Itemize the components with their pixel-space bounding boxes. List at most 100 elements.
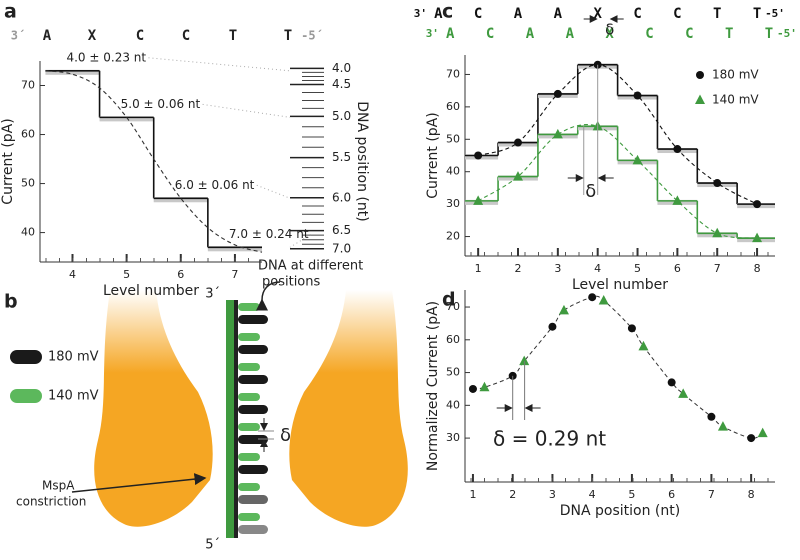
- x-tick-label: 6: [674, 262, 681, 275]
- panel-label: a: [4, 1, 17, 23]
- x-tick-label: 6: [177, 268, 184, 281]
- marker: [672, 195, 683, 205]
- fit-curve: [45, 70, 263, 253]
- constriction-label: constriction: [16, 495, 86, 509]
- y-tick-label: 60: [446, 100, 460, 113]
- sequence-letter: A: [446, 26, 455, 42]
- y-axis-label: Normalized Current (pA): [425, 301, 441, 471]
- sequence-letter: X: [605, 26, 614, 42]
- y2-tick-label: 4.0: [332, 61, 351, 75]
- dna-backbone: [226, 300, 234, 538]
- sequence-letter: X: [593, 6, 602, 22]
- marker: [588, 293, 597, 302]
- step-shade: [45, 69, 100, 75]
- y-tick-label: 30: [446, 197, 460, 210]
- legend-swatch: [10, 350, 42, 364]
- delta-label: δ: [585, 181, 596, 202]
- pore-diagram: [10, 281, 408, 538]
- sequence-letter: T: [229, 28, 237, 44]
- sequence-letter: -5': [765, 7, 785, 20]
- sequence-letter: 3´: [11, 29, 25, 43]
- legend-marker: [696, 71, 704, 79]
- legend-swatch: [10, 389, 42, 403]
- y2-tick-label: 5.0: [332, 109, 351, 123]
- marker: [552, 128, 563, 139]
- step-shade: [153, 197, 208, 203]
- sequence-letter: C: [673, 6, 681, 22]
- marker: [632, 154, 643, 165]
- level-guide: [202, 103, 291, 118]
- pore-wall-left: [94, 290, 213, 527]
- x-axis-label: Level number: [572, 277, 668, 293]
- fit-curve: [472, 295, 763, 439]
- sequence-letter: T: [713, 6, 721, 22]
- annotation: DNA at different: [258, 259, 363, 274]
- sequence-letter: T: [284, 28, 292, 44]
- sequence-letter: 3': [414, 7, 427, 20]
- legend-marker: [695, 94, 705, 104]
- legend-label: 140 mV: [712, 93, 759, 107]
- step-label: 5.0 ± 0.06 nt: [121, 97, 201, 111]
- y-tick-label: 40: [446, 165, 460, 178]
- bases-black: [238, 315, 268, 534]
- marker: [512, 171, 523, 181]
- marker: [747, 434, 756, 443]
- marker: [678, 388, 689, 398]
- sequence-letter: A: [434, 6, 443, 22]
- step-label: 6.0 ± 0.06 nt: [175, 178, 255, 192]
- marker: [707, 412, 716, 421]
- x-tick-label: 4: [594, 262, 601, 275]
- sequence-letter: T: [765, 26, 773, 42]
- sequence-letter: C: [136, 28, 144, 44]
- y-tick-label: 40: [21, 226, 35, 239]
- marker: [558, 304, 569, 315]
- y2-tick-label: 4.5: [332, 77, 351, 91]
- sequence-letter: C: [474, 6, 482, 22]
- sequence-letter: C: [182, 28, 190, 44]
- level-guide: [148, 57, 291, 72]
- marker: [553, 89, 562, 98]
- x-tick-label: 1: [475, 262, 482, 275]
- y2-tick-label: 6.5: [332, 223, 351, 237]
- constriction-label: MspA: [42, 479, 75, 493]
- sequence-letter: 3': [426, 27, 439, 40]
- sequence-letter: A: [514, 6, 523, 22]
- panel-label: b: [4, 291, 18, 313]
- sequence-letter: A: [43, 28, 52, 44]
- marker: [713, 179, 722, 188]
- sequence-letter: A: [554, 6, 563, 22]
- marker: [638, 340, 649, 351]
- y-tick-label: 20: [446, 230, 460, 243]
- x-tick-label: 7: [708, 488, 715, 501]
- x-tick-label: 2: [509, 488, 516, 501]
- annotation: positions: [262, 275, 320, 290]
- y2-axis-label: DNA position (nt): [354, 101, 370, 221]
- y-tick-label: 60: [446, 333, 460, 346]
- marker: [757, 427, 768, 438]
- x-tick-label: 5: [628, 488, 635, 501]
- marker: [474, 151, 483, 160]
- marker: [673, 145, 682, 154]
- marker: [712, 227, 723, 238]
- y-tick-label: 70: [446, 300, 460, 313]
- marker: [598, 294, 609, 305]
- x-tick-label: 4: [69, 268, 76, 281]
- level-guide: [256, 184, 291, 199]
- step-label: 4.0 ± 0.23 nt: [66, 50, 146, 64]
- x-tick-label: 8: [748, 488, 755, 501]
- sequence-letter: T: [725, 26, 733, 42]
- y2-tick-label: 5.5: [332, 150, 351, 164]
- x-tick-label: 7: [231, 268, 238, 281]
- marker: [548, 322, 557, 331]
- sequence-letter: C: [685, 26, 693, 42]
- constriction-arrow: [71, 473, 207, 493]
- sequence-letter: -5': [777, 27, 797, 40]
- pore-wall-right: [289, 290, 408, 527]
- sequence-letter: -5´: [301, 29, 323, 43]
- marker: [752, 232, 763, 243]
- bases-green: [238, 303, 260, 521]
- annotation-arrow: [255, 281, 281, 311]
- panel-label: c: [442, 1, 453, 23]
- y-axis-label: Current (pA): [0, 118, 16, 204]
